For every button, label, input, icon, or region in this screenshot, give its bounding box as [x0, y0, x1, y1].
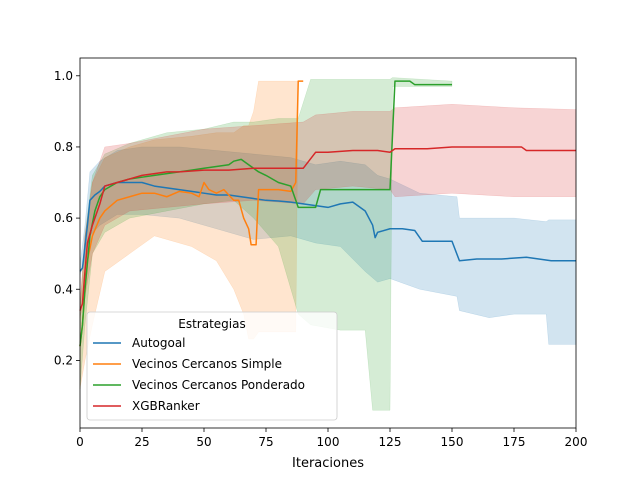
- x-tick-label: 25: [134, 435, 149, 449]
- legend-items: Autogoal Vecinos Cercanos Simple Vecinos C…: [93, 336, 305, 413]
- y-tick-label: 0.8: [54, 140, 73, 154]
- x-axis-label: Iteraciones: [292, 456, 364, 471]
- x-tick-label: 125: [379, 435, 402, 449]
- legend-label-4: XGBRanker: [132, 399, 200, 413]
- x-axis: 0 25 50 75 100 125 150 175 200: [76, 428, 587, 449]
- y-tick-label: 1.0: [54, 69, 73, 83]
- y-tick-label: 0.6: [54, 211, 73, 225]
- x-tick-label: 100: [317, 435, 340, 449]
- line-series-4: [79, 146, 576, 311]
- y-tick-label: 0.4: [54, 282, 73, 296]
- x-tick-label: 150: [441, 435, 464, 449]
- x-tick-label: 0: [76, 435, 84, 449]
- x-tick-label: 75: [258, 435, 273, 449]
- x-tick-label: 50: [196, 435, 211, 449]
- x-tick-label: 200: [565, 435, 588, 449]
- band-series-3: [79, 77, 453, 411]
- y-axis: 0.2 0.4 0.6 0.8 1.0: [54, 69, 80, 367]
- legend-box: [86, 311, 338, 421]
- series-lines: [79, 80, 576, 347]
- legend-title: Estrategias: [178, 317, 245, 331]
- line-series-2: [79, 80, 304, 347]
- legend-label-2: Vecinos Cercanos Simple: [132, 357, 282, 371]
- legend-label-1: Autogoal: [132, 336, 186, 350]
- legend: Estrategias Autogoal Vecinos Cercanos Sim…: [86, 311, 338, 421]
- x-tick-label: 175: [503, 435, 526, 449]
- y-tick-label: 0.2: [54, 353, 73, 367]
- legend-label-3: Vecinos Cercanos Ponderado: [132, 378, 305, 392]
